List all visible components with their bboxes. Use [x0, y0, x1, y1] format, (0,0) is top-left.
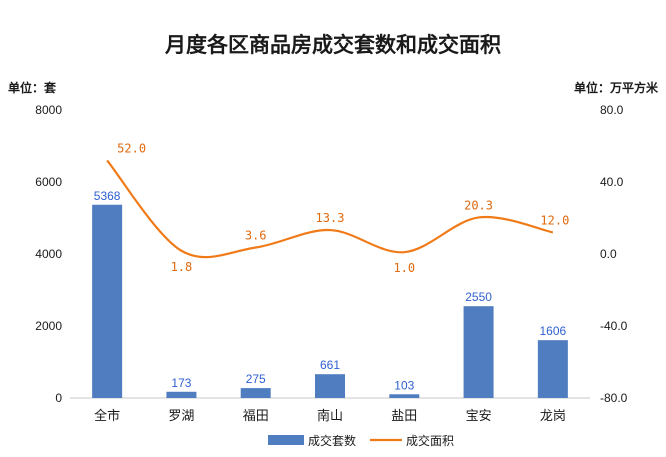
line-data-label: 12.0	[540, 213, 569, 227]
line-data-label: 20.3	[464, 198, 493, 212]
bar-series	[92, 204, 568, 398]
right-tick-label: -40.0	[600, 319, 628, 333]
line-data-label: 52.0	[117, 141, 146, 155]
legend-line-label: 成交面积	[406, 433, 454, 448]
right-tick-label: 40.0	[600, 175, 624, 189]
chart-title: 月度各区商品房成交套数和成交面积	[164, 32, 501, 57]
bar-data-label: 2550	[465, 290, 492, 304]
bar-data-label: 275	[246, 372, 266, 386]
x-tick-label: 南山	[317, 408, 343, 424]
right-tick-label: -80.0	[600, 391, 628, 405]
left-tick-label: 0	[55, 391, 62, 405]
bar-data-label: 661	[320, 358, 340, 372]
bar	[463, 306, 494, 398]
right-tick-label: 80.0	[600, 103, 624, 117]
line-series	[106, 159, 554, 259]
legend-bar-label: 成交套数	[308, 433, 356, 448]
area-series-line	[106, 159, 554, 259]
bar	[240, 388, 271, 398]
left-axis-unit: 单位：套	[8, 80, 57, 95]
x-tick-label: 全市	[94, 408, 120, 424]
right-tick-label: 0.0	[600, 247, 617, 261]
legend-bar-swatch	[268, 435, 304, 445]
x-tick-label: 福田	[243, 409, 269, 424]
left-tick-label: 6000	[35, 175, 62, 189]
line-data-label: 1.0	[393, 261, 415, 275]
bar-data-label: 103	[394, 378, 414, 392]
line-data-label: 1.8	[171, 260, 193, 274]
line-data-label: 3.6	[245, 229, 267, 243]
bar	[92, 204, 123, 398]
right-axis-unit: 单位：万平方米	[574, 80, 659, 95]
bar	[389, 394, 420, 398]
bar	[166, 391, 197, 398]
bar-data-label: 1606	[540, 324, 567, 338]
bar	[537, 340, 568, 398]
line-data-label: 13.3	[316, 211, 345, 225]
x-tick-label: 宝安	[466, 409, 492, 424]
bar-data-label: 5368	[94, 189, 121, 203]
x-tick-label: 龙岗	[540, 409, 566, 424]
bar-data-label: 173	[171, 376, 191, 390]
left-tick-label: 2000	[35, 319, 62, 333]
left-tick-label: 8000	[35, 103, 62, 117]
legend: 成交套数 成交面积	[268, 433, 454, 448]
x-tick-label: 罗湖	[168, 409, 194, 424]
x-tick-label: 盐田	[391, 409, 417, 424]
left-tick-label: 4000	[35, 247, 62, 261]
axes: 8000 6000 4000 2000 0 80.0 40.0 0.0 -40.0 -80.0 全市…	[35, 103, 627, 424]
bar	[315, 374, 345, 398]
data-labels: 5368 173 275 661 103 2550 1606 52.0 1.8 3.6 13.3 1.…	[94, 141, 570, 392]
